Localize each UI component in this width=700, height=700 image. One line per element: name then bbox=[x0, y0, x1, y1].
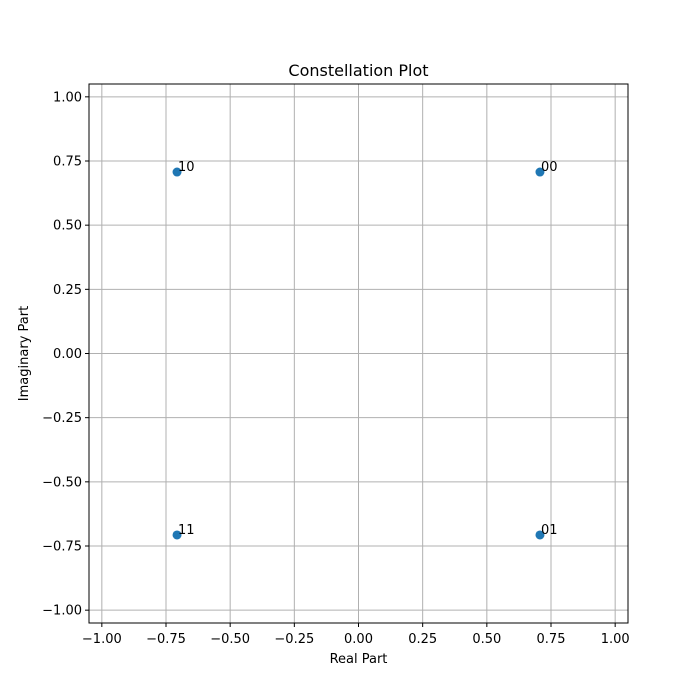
x-tick-label: −0.75 bbox=[146, 632, 186, 647]
y-axis-ticks: 1.00 0.75 0.50 0.25 0.00 −0.25 −0.50 −0.75 −1.00 bbox=[42, 90, 89, 619]
data-point bbox=[172, 530, 182, 540]
grid bbox=[89, 84, 628, 623]
point-label: 00 bbox=[541, 160, 558, 175]
x-tick-label: −0.50 bbox=[210, 632, 250, 647]
point-label: 10 bbox=[178, 160, 195, 175]
x-tick-label: −1.00 bbox=[82, 632, 122, 647]
point-label: 11 bbox=[178, 523, 195, 538]
y-tick-label: 0.00 bbox=[53, 347, 82, 362]
data-points: 00 01 10 11 bbox=[172, 160, 558, 540]
x-tick-label: 0.75 bbox=[537, 632, 566, 647]
x-tick-label: −0.25 bbox=[274, 632, 314, 647]
x-tick-label: 0.50 bbox=[472, 632, 501, 647]
y-tick-label: 0.75 bbox=[53, 155, 82, 170]
data-point bbox=[172, 167, 182, 177]
data-point bbox=[535, 167, 545, 177]
y-tick-label: 0.50 bbox=[53, 219, 82, 234]
y-tick-label: −0.25 bbox=[42, 411, 82, 426]
chart-title: Constellation Plot bbox=[288, 61, 428, 80]
plot-frame bbox=[88, 83, 629, 624]
point-label: 01 bbox=[541, 523, 558, 538]
y-tick-label: −0.50 bbox=[42, 475, 82, 490]
x-tick-label: 0.00 bbox=[344, 632, 373, 647]
y-tick-label: 1.00 bbox=[53, 90, 82, 105]
y-tick-label: −1.00 bbox=[42, 604, 82, 619]
y-axis-label: Imaginary Part bbox=[17, 306, 32, 401]
x-axis-label: Real Part bbox=[330, 652, 388, 667]
x-tick-label: 1.00 bbox=[601, 632, 630, 647]
y-tick-label: −0.75 bbox=[42, 540, 82, 555]
y-tick-label: 0.25 bbox=[53, 283, 82, 298]
x-tick-label: 0.25 bbox=[408, 632, 437, 647]
data-point bbox=[535, 530, 545, 540]
x-axis-ticks: −1.00 −0.75 −0.50 −0.25 0.00 0.25 0.50 0.75 1.00 bbox=[82, 623, 630, 647]
